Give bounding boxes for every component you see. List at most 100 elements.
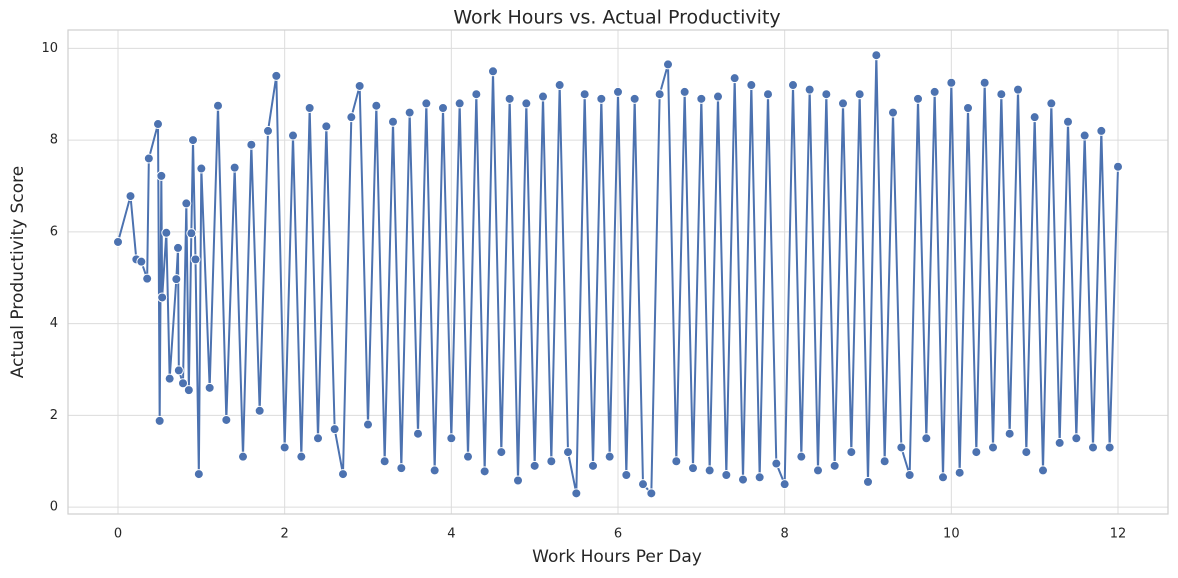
data-point — [838, 98, 848, 109]
data-point — [854, 89, 865, 100]
data-point — [1104, 442, 1115, 453]
data-point — [629, 93, 640, 104]
data-point — [721, 470, 732, 481]
plot-frame — [67, 29, 1169, 515]
data-point — [164, 373, 175, 384]
data-point — [371, 100, 382, 111]
data-point — [454, 98, 465, 109]
data-point — [921, 433, 932, 444]
data-point — [688, 463, 698, 474]
data-point — [529, 460, 540, 471]
data-point — [296, 451, 307, 462]
data-point — [338, 469, 348, 480]
data-point — [288, 130, 298, 141]
data-point — [513, 475, 523, 486]
data-point — [186, 228, 197, 239]
x-tick-label: 0 — [114, 527, 122, 542]
data-point — [404, 107, 415, 118]
data-point — [329, 424, 340, 435]
data-point — [213, 100, 223, 111]
data-point — [154, 415, 165, 426]
data-point — [254, 405, 265, 416]
data-point — [596, 93, 607, 104]
data-point — [913, 93, 923, 104]
data-point — [346, 112, 357, 123]
data-point — [504, 93, 515, 104]
y-tick-label: 10 — [41, 41, 58, 56]
data-point — [571, 488, 582, 499]
data-point — [173, 242, 183, 253]
data-point — [113, 236, 123, 247]
data-point — [896, 442, 907, 453]
data-point — [829, 460, 840, 471]
data-point — [1021, 447, 1032, 458]
data-point — [888, 107, 898, 118]
data-point — [738, 474, 748, 485]
y-tick-label: 6 — [50, 224, 58, 239]
data-point — [188, 135, 198, 146]
data-point — [1071, 433, 1082, 444]
data-point — [646, 488, 657, 499]
data-point — [704, 465, 715, 476]
data-point — [538, 91, 548, 102]
y-tick-label: 8 — [50, 133, 58, 148]
data-point — [193, 469, 204, 480]
y-tick-label: 2 — [50, 408, 58, 423]
data-point — [546, 456, 557, 467]
data-point — [1063, 116, 1073, 127]
data-point — [413, 428, 423, 439]
data-point — [246, 139, 257, 150]
data-point — [929, 86, 940, 97]
data-point — [304, 102, 315, 113]
data-point — [1113, 161, 1123, 172]
data-point — [221, 414, 232, 425]
data-point — [954, 467, 965, 478]
data-point — [178, 378, 188, 389]
x-tick-label: 4 — [447, 527, 455, 542]
data-point — [963, 102, 973, 113]
data-point — [279, 442, 290, 453]
data-point — [604, 451, 615, 462]
data-point — [1038, 465, 1048, 476]
data-point — [196, 163, 207, 174]
x-tick-label: 12 — [1110, 527, 1127, 542]
data-point — [271, 70, 282, 81]
data-point — [238, 451, 248, 462]
data-point — [446, 433, 457, 444]
data-point — [157, 292, 168, 303]
data-point — [804, 84, 815, 95]
data-point — [554, 80, 565, 91]
data-point — [354, 80, 365, 91]
data-point — [173, 365, 184, 376]
data-point — [379, 456, 390, 467]
data-point — [479, 466, 490, 477]
data-point — [863, 476, 873, 487]
data-point — [588, 460, 598, 471]
plot — [113, 50, 1123, 499]
data-point — [153, 119, 163, 130]
data-point — [729, 73, 740, 84]
data-point — [429, 465, 440, 476]
data-point — [871, 50, 882, 61]
data-point — [125, 191, 136, 202]
data-point — [136, 256, 147, 267]
data-point — [321, 121, 332, 132]
data-point — [563, 447, 573, 458]
data-point — [788, 80, 798, 91]
data-point — [621, 470, 632, 481]
data-point — [1004, 428, 1015, 439]
data-point — [1096, 125, 1107, 136]
data-point — [821, 89, 832, 100]
data-point — [488, 66, 498, 77]
x-tick-label: 8 — [781, 527, 789, 542]
data-point — [988, 442, 998, 453]
data-point — [1088, 442, 1098, 453]
data-point — [613, 86, 623, 97]
data-point — [363, 419, 373, 430]
data-point — [438, 102, 448, 113]
data-point — [771, 458, 782, 469]
y-tick-label: 0 — [50, 500, 58, 515]
data-point — [754, 472, 765, 483]
data-point — [1013, 84, 1023, 95]
